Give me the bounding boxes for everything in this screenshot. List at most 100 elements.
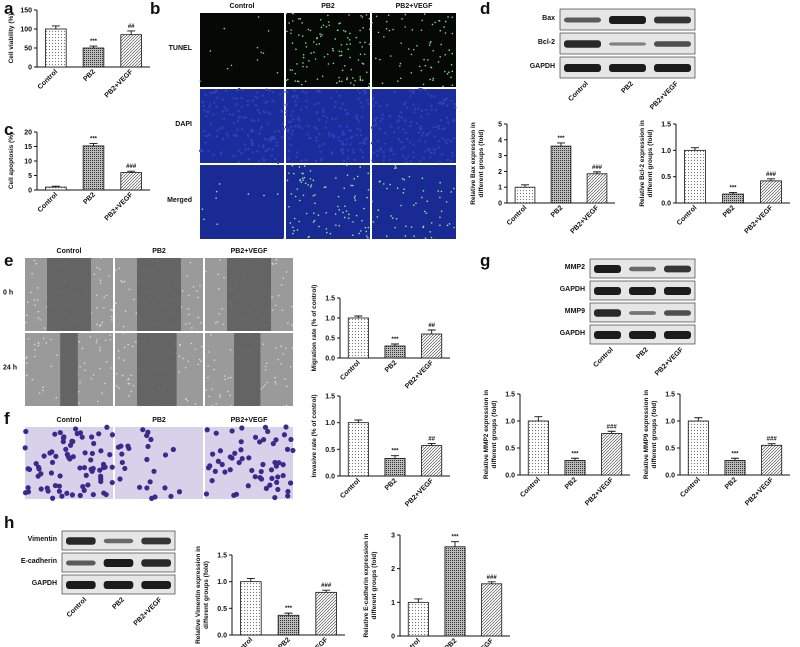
- x-tick-label: Control: [679, 476, 702, 499]
- cell-dot: [302, 62, 304, 64]
- cell-dot: [289, 222, 292, 224]
- cell-dot: [359, 78, 362, 80]
- cell-dot: [317, 133, 321, 136]
- cell-dot: [290, 29, 292, 31]
- cell-dot: [451, 16, 454, 18]
- cell-dot: [365, 230, 368, 233]
- cell-dot: [375, 116, 378, 120]
- cell-dot: [246, 99, 250, 103]
- cell-dot: [377, 31, 380, 34]
- cell-dot: [372, 151, 376, 154]
- cell-dot: [382, 150, 386, 154]
- cell-dot: [269, 475, 275, 481]
- cell-dot: [260, 125, 263, 129]
- cell-dot: [223, 375, 226, 377]
- cell-dot: [325, 231, 328, 234]
- y-tick-label: 0.0: [661, 201, 671, 208]
- cell-dot: [111, 309, 114, 312]
- y-tick-label: 0: [28, 65, 32, 72]
- cell-dot: [361, 141, 365, 145]
- y-tick-label: 0.0: [505, 473, 515, 480]
- cell-dot: [314, 126, 317, 129]
- cell-dot: [99, 367, 101, 370]
- blot-band: [594, 331, 621, 339]
- row-label: DAPI: [175, 121, 192, 128]
- cell-dot: [334, 213, 337, 215]
- cell-dot: [236, 119, 239, 123]
- cell-dot: [115, 302, 117, 305]
- cell-dot: [338, 139, 341, 143]
- cell-dot: [434, 148, 437, 151]
- cell-dot: [394, 165, 397, 167]
- cell-dot: [109, 338, 112, 341]
- cell-dot: [355, 113, 358, 117]
- cell-dot: [312, 41, 315, 43]
- cell-dot: [249, 467, 255, 474]
- cell-dot: [215, 190, 218, 193]
- cell-dot: [301, 177, 304, 180]
- cell-dot: [302, 194, 305, 197]
- blot-band: [654, 41, 691, 47]
- cell-dot: [343, 108, 347, 112]
- cell-dot: [288, 172, 290, 174]
- cell-dot: [271, 262, 274, 265]
- group-label: PB2: [635, 346, 650, 361]
- cell-dot: [393, 130, 396, 134]
- cell-dot: [69, 492, 76, 498]
- group-label: PB2: [620, 80, 635, 95]
- cell-dot: [123, 280, 126, 283]
- cell-dot: [448, 223, 451, 225]
- blot-band: [141, 537, 171, 545]
- cell-dot: [38, 486, 44, 492]
- cell-dot: [391, 217, 394, 219]
- cell-dot: [349, 136, 353, 140]
- wound-gap: [137, 333, 177, 406]
- cell-dot: [287, 322, 289, 325]
- cell-dot: [50, 365, 53, 368]
- cell-dot: [291, 324, 293, 327]
- cell-dot: [346, 164, 348, 166]
- cell-dot: [346, 77, 349, 79]
- cell-dot: [353, 177, 355, 180]
- y-tick-label: 5: [498, 122, 502, 129]
- y-tick-label: 3: [391, 533, 395, 540]
- cell-dot: [53, 453, 59, 459]
- cell-dot: [402, 128, 405, 131]
- error-bar: [571, 457, 579, 461]
- cell-dot: [314, 159, 318, 163]
- cell-dot: [187, 360, 189, 363]
- cell-dot: [317, 102, 320, 105]
- band-label: GAPDH: [560, 330, 585, 337]
- cell-dot: [338, 76, 340, 79]
- cell-dot: [256, 108, 260, 112]
- cell-dot: [194, 348, 197, 350]
- cell-dot: [274, 381, 276, 383]
- y-tick-label: 150: [20, 8, 32, 15]
- cell-dot: [258, 132, 261, 135]
- cell-dot: [105, 360, 108, 363]
- significance-label: ***: [391, 337, 399, 343]
- cell-dot: [403, 119, 407, 122]
- cell-dot: [45, 342, 48, 344]
- row-label: 0 h: [3, 290, 13, 297]
- y-tick-label: 2: [391, 566, 395, 573]
- cell-dot: [367, 236, 369, 239]
- cell-dot: [187, 307, 190, 310]
- cell-dot: [25, 489, 32, 495]
- error-bar: [691, 147, 699, 151]
- cell-dot: [256, 150, 259, 153]
- cell-dot: [375, 15, 378, 18]
- micrograph: [200, 13, 284, 87]
- cell-dot: [274, 479, 280, 485]
- cell-dot: [229, 394, 232, 397]
- cell-dot: [95, 339, 98, 341]
- x-tick-label: PB2+VEGF: [464, 637, 495, 647]
- cell-dot: [274, 157, 277, 161]
- y-tick-label: 0.5: [217, 606, 227, 613]
- cell-dot: [420, 29, 423, 31]
- bar: [684, 149, 706, 204]
- cell-dot: [340, 43, 343, 46]
- cell-dot: [395, 167, 397, 169]
- cell-dot: [297, 117, 300, 121]
- cell-dot: [260, 387, 263, 390]
